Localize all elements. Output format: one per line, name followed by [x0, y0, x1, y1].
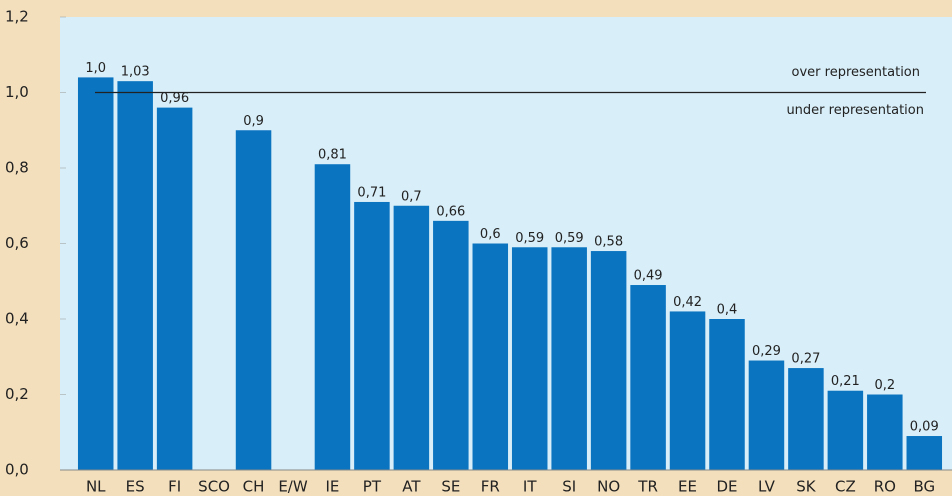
bar — [393, 205, 430, 470]
x-tick-label: FI — [168, 478, 181, 496]
bar — [511, 247, 548, 470]
x-tick-label: E/W — [278, 478, 308, 496]
bar — [709, 319, 745, 470]
x-tick-label: SE — [441, 478, 460, 496]
x-tick-label: TR — [637, 478, 658, 496]
bar — [669, 311, 706, 470]
value-label: 0,49 — [634, 269, 663, 284]
x-tick-label: IT — [523, 478, 537, 496]
x-tick-label: CZ — [835, 478, 856, 496]
x-tick-label: PT — [363, 478, 382, 496]
y-tick-label: 0,6 — [5, 234, 29, 252]
x-tick-label: BG — [913, 478, 935, 496]
bar — [472, 243, 509, 470]
bar — [867, 394, 903, 470]
y-tick-label: 0,4 — [5, 310, 29, 328]
value-label: 1,03 — [121, 65, 150, 80]
bar — [551, 247, 587, 470]
bar — [827, 390, 864, 470]
y-tick-label: 0,2 — [5, 385, 29, 403]
value-label: 0,09 — [910, 420, 939, 435]
reference-label-above: over representation — [792, 65, 920, 80]
bar — [906, 436, 943, 470]
x-tick-label: SI — [562, 478, 576, 496]
bar — [433, 220, 469, 470]
bar — [235, 130, 272, 470]
bar — [630, 285, 666, 470]
y-tick-label: 0,8 — [5, 159, 29, 177]
bar — [117, 81, 153, 471]
value-label: 0,29 — [752, 344, 781, 359]
value-label: 0,9 — [243, 114, 264, 129]
value-label: 0,58 — [594, 235, 623, 250]
x-tick-label: NL — [86, 478, 106, 496]
x-tick-label: EE — [678, 478, 697, 496]
bar — [590, 251, 627, 470]
reference-label-below: under representation — [786, 103, 924, 118]
bar — [77, 77, 114, 471]
value-label: 1,0 — [85, 61, 106, 76]
bar — [156, 107, 193, 470]
bar — [788, 368, 824, 470]
value-label: 0,4 — [717, 303, 738, 318]
x-tick-label: SCO — [198, 478, 230, 496]
value-label: 0,21 — [831, 374, 860, 389]
x-tick-label: FR — [481, 478, 500, 496]
x-tick-label: AT — [402, 478, 421, 496]
value-label: 0,71 — [357, 185, 386, 200]
value-label: 0,59 — [555, 231, 584, 246]
y-tick-label: 0,0 — [5, 461, 29, 479]
value-label: 0,66 — [436, 204, 465, 219]
x-tick-label: CH — [243, 478, 265, 496]
x-tick-label: ES — [126, 478, 145, 496]
value-label: 0,6 — [480, 227, 501, 242]
bar — [354, 201, 390, 470]
y-tick-label: 1,0 — [5, 83, 29, 101]
x-tick-label: NO — [597, 478, 620, 496]
value-label: 0,96 — [160, 91, 189, 106]
value-label: 0,2 — [874, 378, 895, 393]
value-label: 0,7 — [401, 189, 422, 204]
x-tick-label: RO — [874, 478, 896, 496]
x-tick-label: SK — [796, 478, 817, 496]
x-tick-label: IE — [326, 478, 340, 496]
value-label: 0,42 — [673, 295, 702, 310]
bar — [314, 164, 351, 470]
value-label: 0,59 — [515, 231, 544, 246]
y-tick-label: 1,2 — [5, 8, 29, 26]
value-label: 0,81 — [318, 148, 347, 163]
x-tick-label: LV — [758, 478, 776, 496]
value-label: 0,27 — [791, 352, 820, 367]
bar — [748, 360, 785, 470]
x-tick-label: DE — [716, 478, 737, 496]
